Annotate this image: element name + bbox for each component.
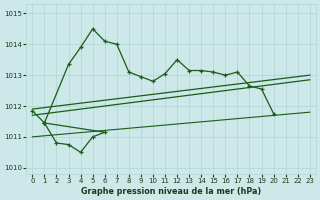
X-axis label: Graphe pression niveau de la mer (hPa): Graphe pression niveau de la mer (hPa): [81, 187, 261, 196]
